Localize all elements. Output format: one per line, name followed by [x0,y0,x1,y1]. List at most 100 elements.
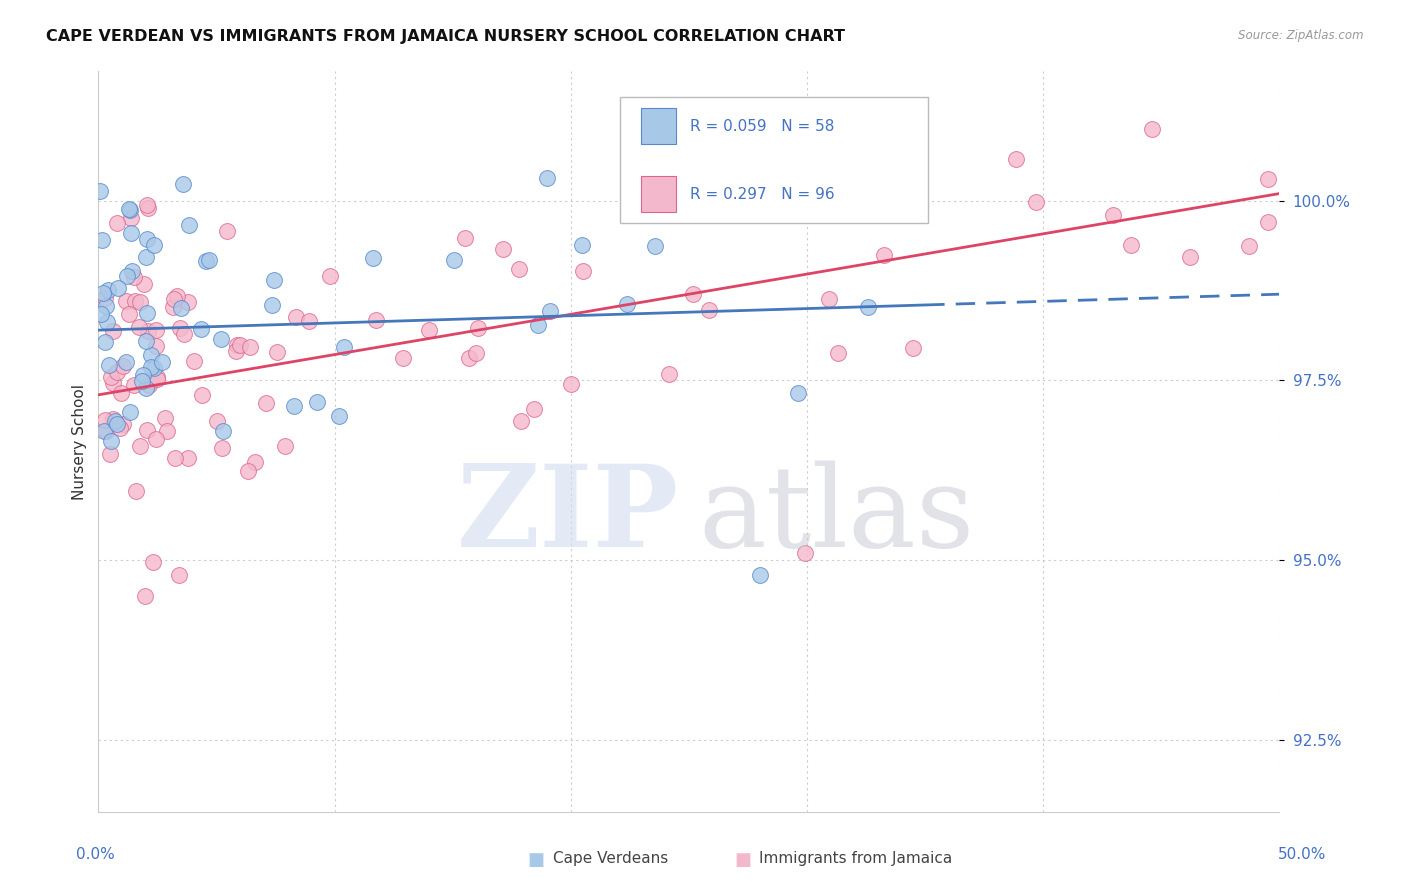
Point [103,324,125,338]
Point [263,273,285,287]
Point [135,306,157,320]
Text: Immigrants from Jamaica: Immigrants from Jamaica [759,851,952,866]
Point [266,345,288,359]
Point [142,238,165,252]
Point [122,377,145,392]
Point [165,450,187,465]
Point [108,421,131,435]
Point [361,251,384,265]
Point [305,395,328,409]
Text: ■: ■ [527,851,544,869]
Point [105,365,128,379]
Point [183,354,205,368]
Point [333,340,356,354]
Point [141,374,163,388]
FancyBboxPatch shape [620,97,928,223]
Point [145,432,167,446]
Point [145,323,167,337]
Point [138,377,160,392]
Point [117,307,139,321]
Point [103,376,125,390]
Point [128,295,150,310]
Text: Source: ZipAtlas.com: Source: ZipAtlas.com [1239,29,1364,42]
Point [217,224,239,238]
Point [176,294,198,309]
Point [1178,250,1201,264]
Point [120,226,142,240]
Text: Cape Verdeans: Cape Verdeans [553,851,668,866]
Point [94,300,117,314]
Point [98,359,121,373]
Point [1257,215,1279,229]
Point [122,269,145,284]
Point [155,411,177,425]
Point [1005,152,1028,166]
Point [225,338,247,352]
Point [93,334,115,349]
Point [443,252,465,267]
Point [1025,195,1047,210]
Point [873,248,896,262]
Point [114,354,136,368]
Point [97,283,120,297]
Point [191,387,214,401]
Point [1121,238,1143,252]
Point [508,262,530,277]
Point [135,424,157,438]
Point [787,385,810,400]
Point [523,401,546,416]
Point [1257,172,1279,186]
Point [105,417,128,431]
Text: 0.0%: 0.0% [76,847,115,863]
Point [135,381,157,395]
Point [536,171,558,186]
Point [391,351,413,365]
Point [96,315,118,329]
Point [141,360,163,375]
Point [135,334,157,349]
Point [120,211,142,225]
Point [139,348,162,362]
Point [94,425,117,439]
Point [538,304,561,318]
Point [616,297,638,311]
Point [328,409,350,424]
Point [93,413,115,427]
Point [110,386,132,401]
Point [145,372,167,386]
Point [1140,121,1163,136]
Point [132,368,155,382]
Point [142,555,165,569]
Point [150,355,173,369]
Point [100,370,122,384]
Point [169,321,191,335]
Point [205,414,228,428]
Point [128,320,150,334]
Point [124,293,146,308]
Point [142,360,165,375]
Point [121,264,143,278]
Point [103,411,125,425]
Point [229,338,252,352]
Point [211,441,233,455]
Point [136,197,159,211]
Point [458,351,481,365]
Point [465,345,488,359]
Point [560,377,582,392]
Point [571,238,593,252]
Point [644,238,666,252]
Point [319,269,342,284]
Point [364,313,387,327]
Point [526,318,548,332]
Point [492,243,515,257]
Point [817,292,839,306]
Point [510,413,533,427]
Text: atlas: atlas [699,460,974,571]
Text: CAPE VERDEAN VS IMMIGRANTS FROM JAMAICA NURSERY SCHOOL CORRELATION CHART: CAPE VERDEAN VS IMMIGRANTS FROM JAMAICA … [46,29,845,44]
Point [273,440,295,454]
Point [298,314,321,328]
Point [136,324,159,338]
Point [111,359,134,374]
Point [93,424,115,438]
Point [254,395,277,409]
